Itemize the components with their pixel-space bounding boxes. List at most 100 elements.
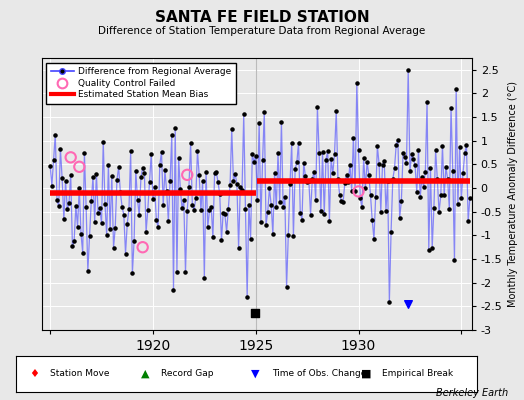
Point [258,157,267,164]
Point [346,162,354,168]
Point [111,224,119,231]
Point [455,143,464,150]
Point [269,231,277,238]
Point [70,238,78,244]
Point [412,189,421,196]
Point [82,204,90,210]
Point [313,104,322,111]
Point [400,154,409,160]
Point [443,176,452,182]
Point [114,164,123,170]
Point [402,160,411,166]
Point [375,160,383,167]
Point [303,179,311,186]
Point [166,178,174,184]
Point [454,201,462,207]
Point [214,179,222,185]
Point [248,151,256,158]
Point [277,119,286,125]
Point [462,142,471,148]
Point [164,218,172,224]
Point [435,209,443,216]
Point [101,200,109,207]
Point [392,142,400,148]
Point [316,208,325,214]
Point [48,182,56,189]
Point [339,199,347,206]
Point [387,228,395,235]
Point [438,143,446,149]
Point [253,197,261,203]
Text: ■: ■ [361,369,372,379]
Point [188,202,196,208]
Point [461,150,469,156]
Point [80,150,89,157]
Point [262,222,270,228]
Point [73,224,82,230]
Point [150,184,159,190]
Point [192,195,200,201]
Point [171,124,179,131]
Point [106,226,114,232]
Point [145,179,154,185]
Point [142,229,150,235]
Point [408,151,416,157]
Point [322,156,330,163]
Point [75,184,83,191]
Point [217,237,226,244]
Point [68,243,77,249]
Point [457,195,465,201]
Point [329,170,337,176]
Point [337,198,346,204]
Point [67,172,75,178]
Point [199,178,207,184]
Point [113,176,121,183]
Point [154,224,162,230]
Point [72,202,80,209]
Point [149,196,157,202]
Point [252,153,260,159]
Point [404,67,412,73]
Point [418,174,426,180]
Text: Time of Obs. Change: Time of Obs. Change [271,370,366,378]
Point [447,104,455,111]
Point [354,146,363,153]
Point [53,197,61,204]
Point [257,219,265,226]
Point [168,132,176,138]
Point [193,148,202,154]
Point [296,210,304,216]
Point [183,172,191,178]
Point [264,209,272,215]
Point [327,156,335,162]
Point [126,148,135,154]
Point [226,182,234,189]
Point [147,151,156,157]
Point [368,217,376,224]
Point [46,163,54,169]
Point [231,171,239,177]
Point [382,207,390,214]
Point [107,172,116,179]
Point [128,270,137,276]
Point [377,208,385,215]
Point [91,218,99,225]
Point [423,98,431,105]
Point [281,194,289,200]
Point [140,170,149,176]
Point [243,294,252,300]
Point [279,204,287,210]
Point [452,86,461,92]
Point [335,192,344,198]
Point [227,126,236,132]
Point [276,198,284,205]
Point [293,159,301,165]
Text: Empirical Break: Empirical Break [383,370,453,378]
Point [190,207,198,214]
Point [92,170,101,177]
Point [203,224,212,230]
Text: Berkeley Earth: Berkeley Earth [436,388,508,398]
Point [60,216,68,222]
Point [394,136,402,143]
Point [396,215,404,221]
